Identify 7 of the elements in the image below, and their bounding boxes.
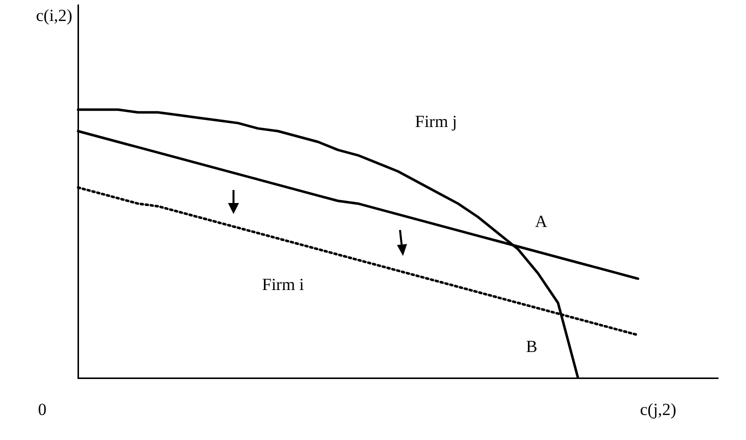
x-axis-title: c(j,2) bbox=[640, 400, 676, 420]
annotation: B bbox=[526, 337, 538, 357]
annotation: Firm j bbox=[415, 112, 458, 132]
annotation: A bbox=[535, 212, 548, 232]
text: 0 bbox=[38, 400, 46, 420]
annotation: Firm i bbox=[262, 275, 304, 295]
y-axis-title: c(i,2) bbox=[36, 6, 72, 26]
